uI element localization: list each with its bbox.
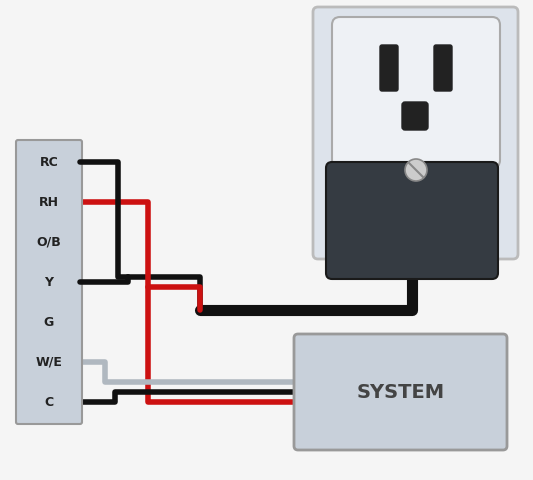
FancyBboxPatch shape <box>380 45 398 91</box>
Text: Y: Y <box>44 276 53 288</box>
FancyBboxPatch shape <box>294 334 507 450</box>
Text: C: C <box>44 396 53 408</box>
Text: SYSTEM: SYSTEM <box>357 383 445 401</box>
FancyBboxPatch shape <box>313 7 518 259</box>
Text: RH: RH <box>39 195 59 208</box>
Text: G: G <box>44 315 54 328</box>
FancyBboxPatch shape <box>332 17 500 168</box>
Text: RC: RC <box>39 156 59 168</box>
Circle shape <box>405 159 427 181</box>
FancyBboxPatch shape <box>326 162 498 279</box>
FancyBboxPatch shape <box>16 140 82 424</box>
FancyBboxPatch shape <box>402 102 428 130</box>
Text: W/E: W/E <box>36 356 62 369</box>
FancyBboxPatch shape <box>434 45 452 91</box>
Text: O/B: O/B <box>37 236 61 249</box>
